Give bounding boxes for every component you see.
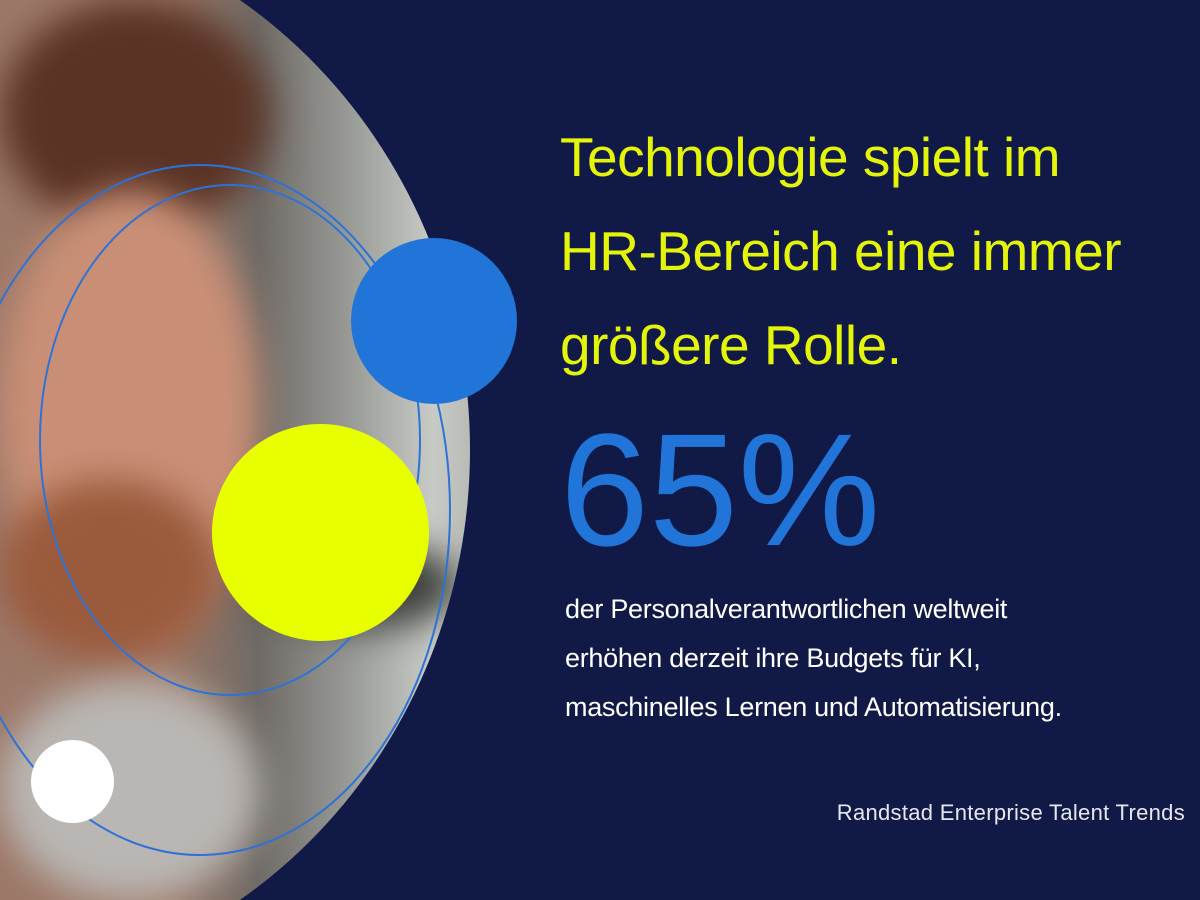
headline: Technologie spielt im HR-Bereich eine im… (560, 110, 1185, 392)
headline-line: HR-Bereich eine immer (560, 220, 1122, 282)
description-line: der Personalverantwortlichen weltweit (565, 594, 1008, 624)
source-credit: Randstad Enterprise Talent Trends (836, 800, 1185, 825)
yellow-circle (212, 424, 429, 641)
orbit-lines (0, 164, 451, 856)
description-line: erhöhen derzeit ihre Budgets für KI, (565, 643, 981, 673)
orbit-outer (0, 164, 451, 856)
white-circle (31, 740, 114, 823)
stat-description: der Personalverantwortlichen weltweit er… (565, 585, 1185, 732)
beard-shape (0, 480, 220, 660)
blue-circle (351, 238, 517, 404)
headline-line: Technologie spielt im (560, 126, 1061, 188)
description-line: maschinelles Lernen und Automatisierung. (565, 692, 1062, 722)
stat-percentage: 65% (560, 400, 881, 579)
headline-line: größere Rolle. (560, 314, 902, 376)
orbit-inner (39, 184, 421, 696)
